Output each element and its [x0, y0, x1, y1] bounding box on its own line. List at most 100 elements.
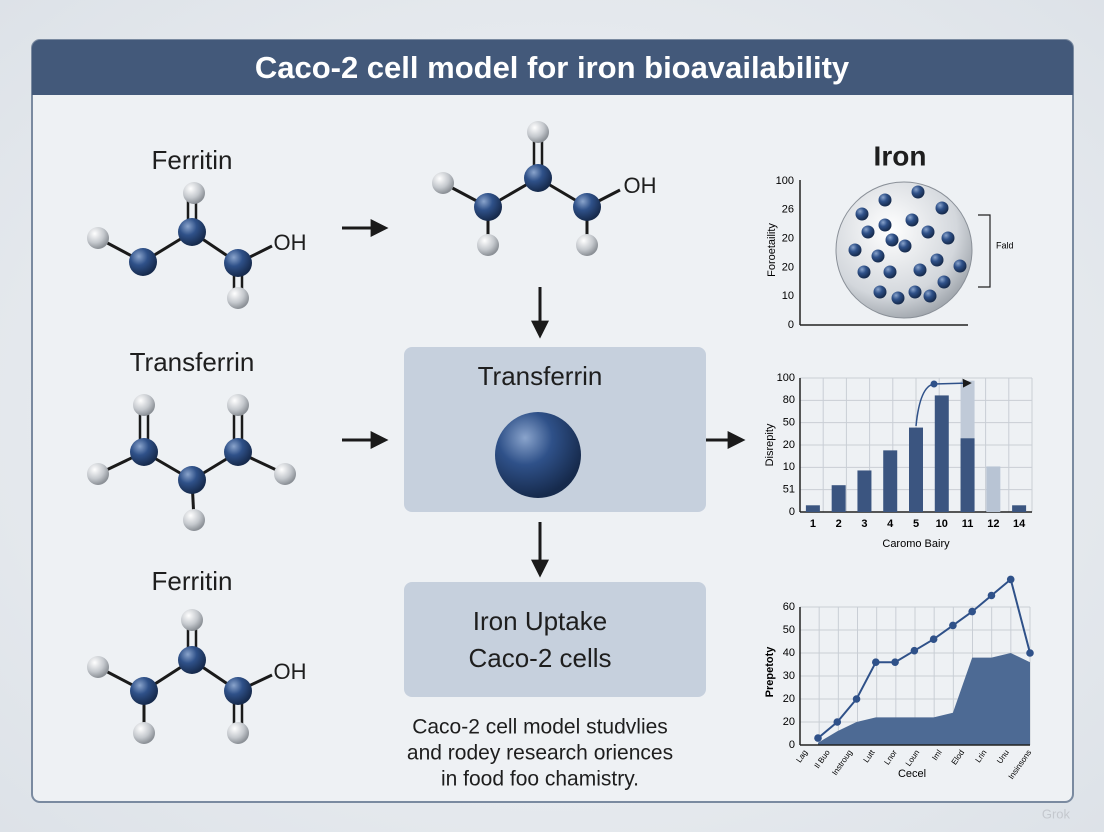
atom: [178, 218, 206, 246]
area: [818, 653, 1030, 745]
atom: [474, 193, 502, 221]
tick-label: 0: [788, 319, 794, 331]
particle: [883, 265, 897, 279]
line: [817, 577, 1031, 739]
point: [872, 658, 880, 666]
bar: [831, 485, 846, 512]
x-tick-label: 14: [1013, 518, 1026, 530]
tick-label: 20: [783, 439, 795, 451]
x-tick-label: 2: [836, 518, 842, 530]
atom: [227, 394, 249, 416]
x-tick-label: 3: [861, 518, 867, 530]
molecule-label: Ferritin: [152, 566, 233, 596]
point: [833, 718, 842, 726]
particle: [930, 253, 944, 267]
particle: [923, 289, 937, 303]
atom: [432, 172, 454, 194]
point: [910, 646, 919, 655]
atom: [224, 677, 252, 705]
atom: [87, 656, 109, 678]
annotation-dot: [930, 380, 938, 388]
particle: [871, 249, 885, 263]
point: [949, 621, 957, 630]
group-label: OH: [274, 659, 307, 684]
watermark: Grok: [1042, 806, 1071, 821]
header-bar: [32, 40, 1073, 95]
box-label: Iron Uptake: [473, 606, 607, 636]
title: Caco-2 cell model for iron bioavailabili…: [255, 50, 850, 85]
atom: [524, 164, 552, 192]
x-tick-label: 1: [810, 518, 816, 530]
panel-title: Iron: [874, 140, 927, 171]
axis-label: Cecel: [898, 768, 926, 780]
tick-label: 80: [783, 394, 795, 406]
caption: and rodey research oriences: [407, 742, 673, 765]
molecule-label: Ferritin: [152, 145, 233, 175]
tick-label: 50: [783, 624, 795, 636]
bracket-label: Fald: [996, 240, 1014, 250]
axis-label: Foroetaility: [766, 223, 778, 277]
caption: Caco-2 cell model studvlies: [412, 716, 668, 739]
point: [1026, 649, 1034, 657]
particle: [891, 291, 905, 305]
particle: [861, 225, 875, 239]
molecule-label: Transferrin: [130, 347, 255, 377]
atom: [87, 227, 109, 249]
tick-label: 40: [783, 647, 795, 659]
bar: [857, 470, 872, 512]
x-tick-label: 10: [936, 518, 948, 530]
point: [852, 695, 861, 703]
group-label: OH: [624, 173, 657, 198]
bar: [883, 450, 898, 512]
atom: [129, 248, 157, 276]
tick-label: 100: [776, 175, 794, 187]
particle: [857, 265, 871, 279]
atom: [573, 193, 601, 221]
atom: [178, 646, 206, 674]
particle: [913, 263, 927, 277]
atom: [227, 722, 249, 744]
particle: [937, 275, 951, 289]
tick-label: 51: [783, 484, 795, 496]
box-label: Caco-2 cells: [468, 643, 611, 673]
tick-label: 10: [783, 461, 795, 473]
particle: [848, 243, 862, 257]
tick-label: 0: [789, 739, 795, 751]
atom: [477, 234, 499, 256]
x-tick-label: 4: [887, 518, 894, 530]
tick-label: 30: [783, 670, 795, 682]
point: [814, 734, 822, 742]
particle: [898, 239, 912, 253]
bar: [805, 505, 820, 512]
atom: [576, 234, 598, 256]
point: [987, 591, 996, 600]
point: [929, 635, 938, 643]
tick-label: 10: [782, 290, 794, 302]
x-tick-label: 12: [987, 518, 999, 530]
particle: [878, 218, 892, 232]
bar: [960, 438, 975, 512]
particle: [905, 213, 919, 227]
particle: [873, 285, 887, 299]
particle: [878, 193, 892, 207]
bar: [1012, 505, 1027, 512]
atom: [181, 609, 203, 631]
bar: [934, 395, 949, 512]
bracket: [978, 214, 991, 288]
tick-label: 20: [783, 716, 795, 728]
atom: [224, 438, 252, 466]
atom: [178, 466, 206, 494]
particle: [935, 201, 949, 215]
atom: [133, 722, 155, 744]
uptake-box: [404, 582, 706, 697]
atom: [133, 394, 155, 416]
point: [1006, 575, 1015, 584]
point: [968, 607, 976, 616]
tick-label: 26: [782, 204, 794, 216]
caption: in food foo chamistry.: [441, 768, 639, 791]
atom: [87, 463, 109, 485]
tick-label: 100: [777, 372, 795, 384]
group-label: OH: [274, 230, 307, 255]
tick-label: 20: [782, 233, 794, 245]
